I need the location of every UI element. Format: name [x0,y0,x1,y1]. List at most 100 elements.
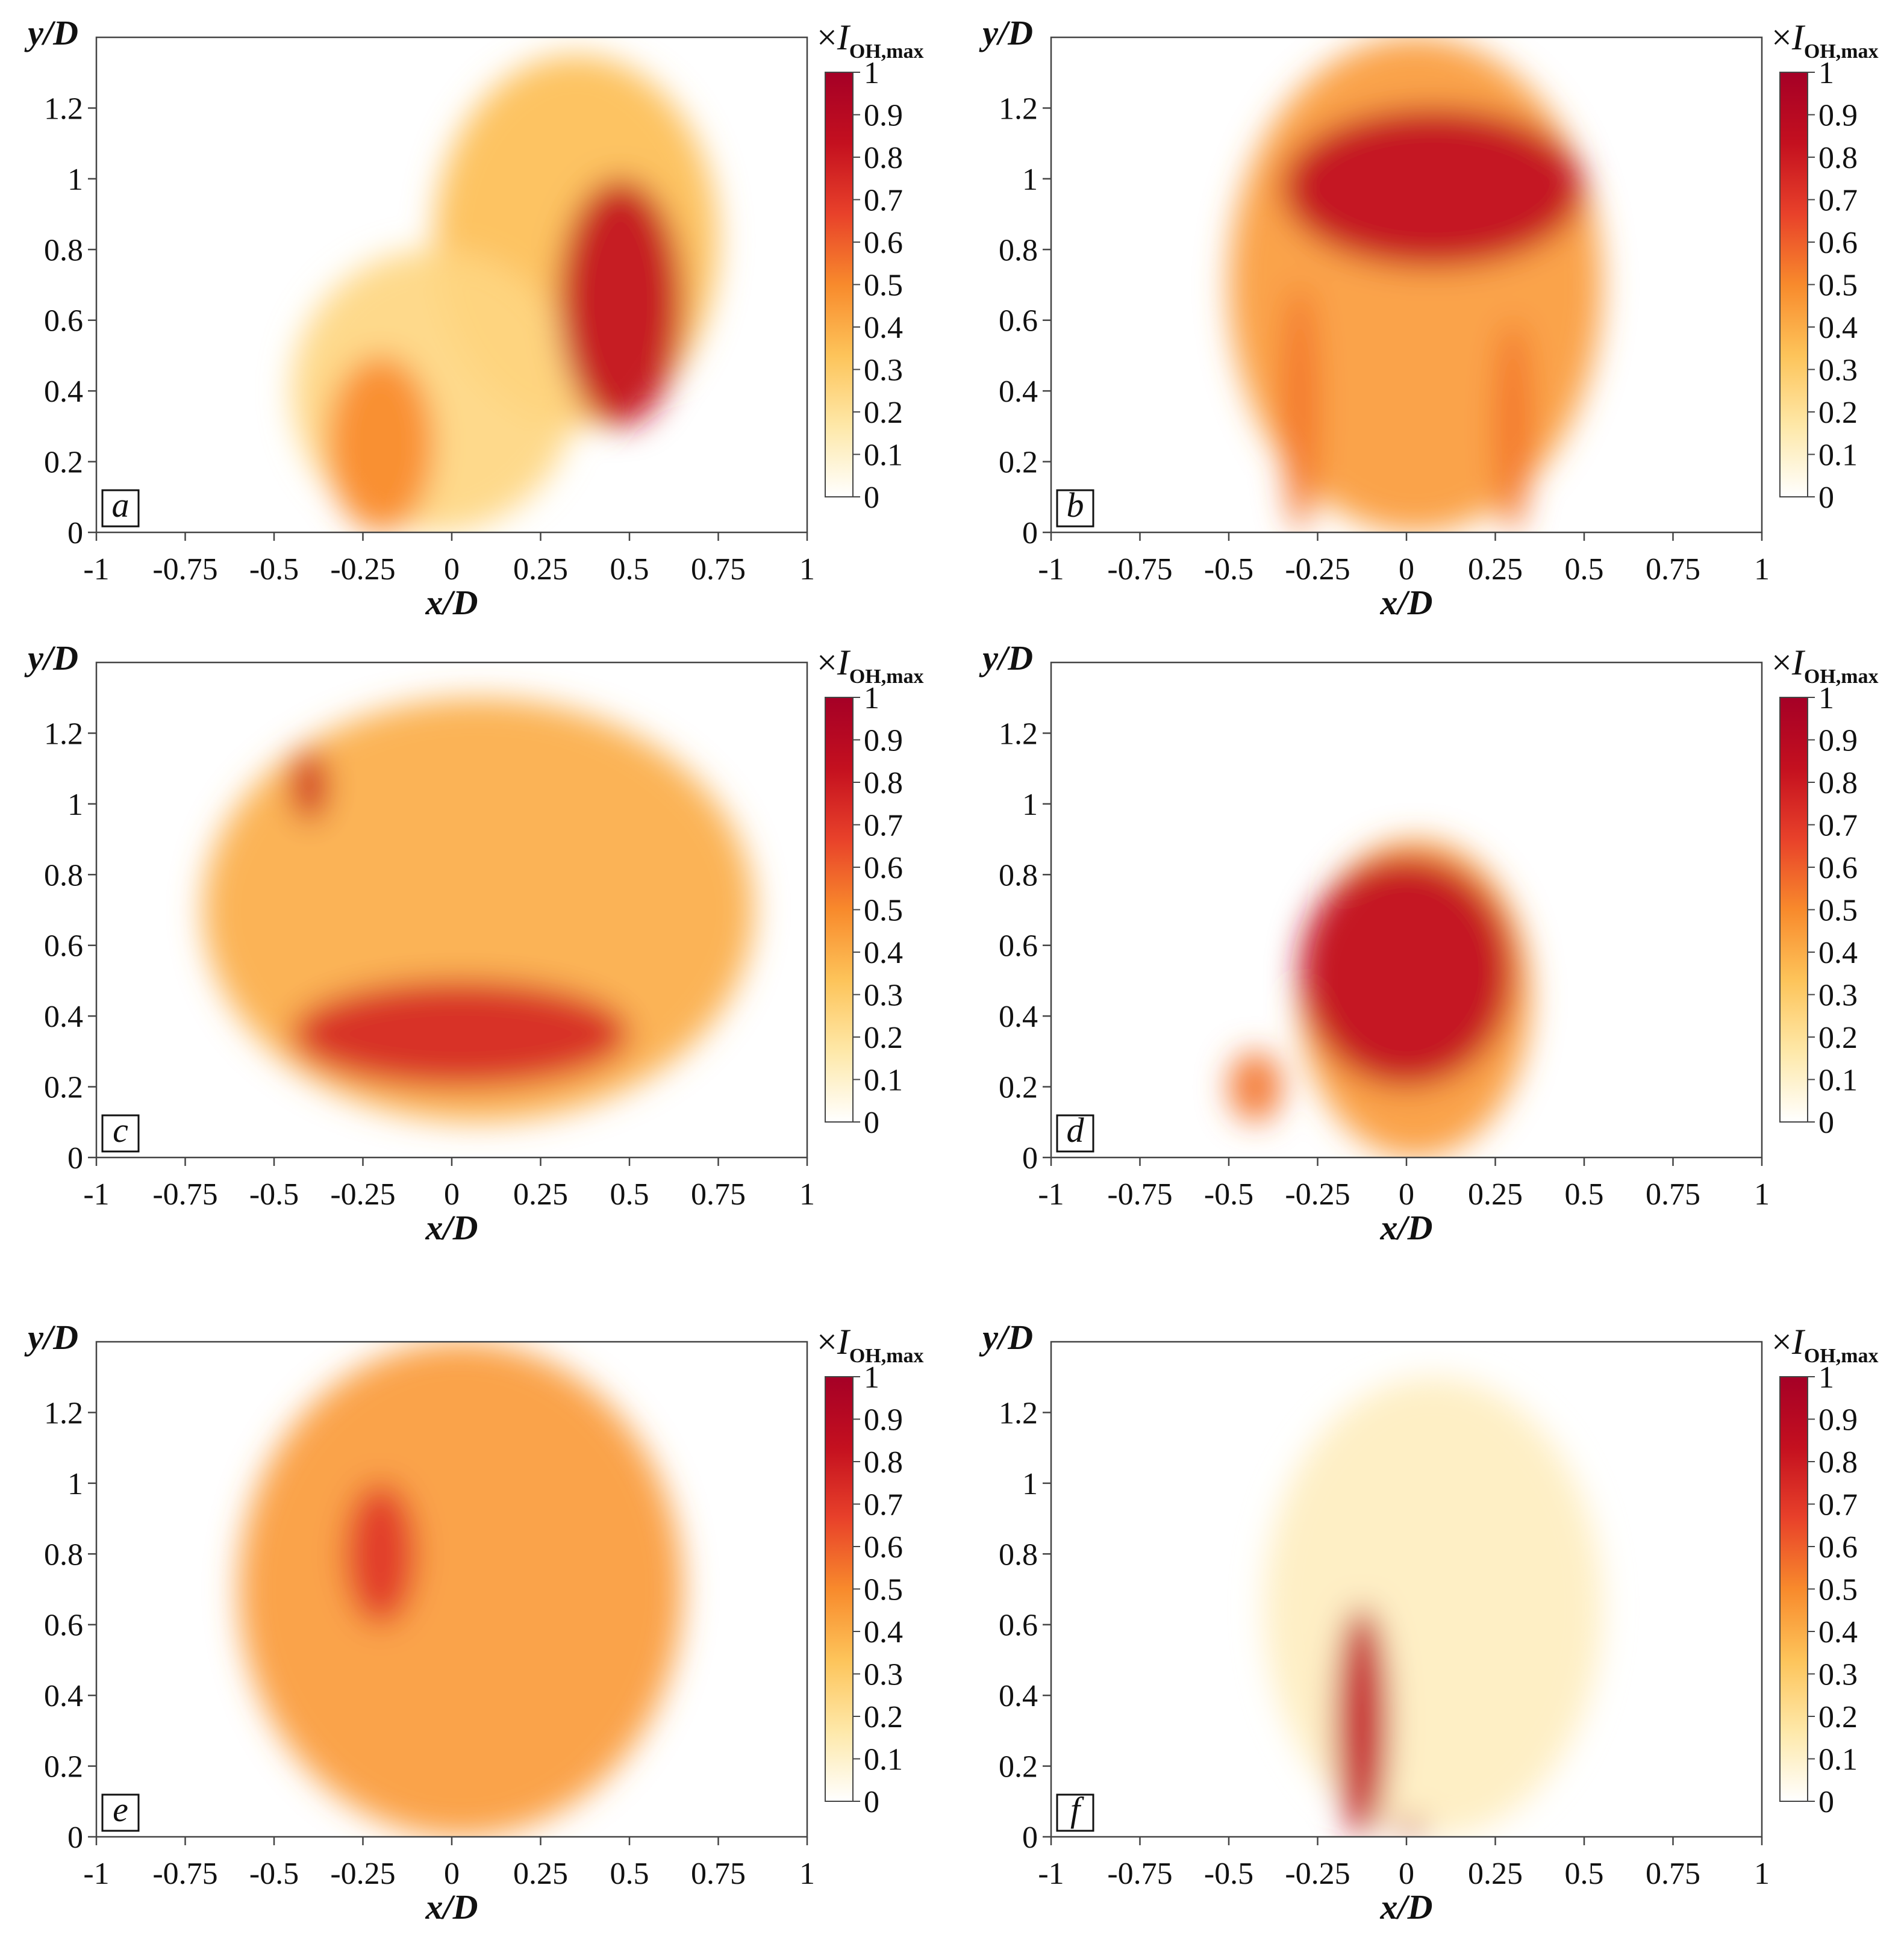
x-axis-label: x/D [425,1208,478,1247]
colorbar-tick-label: 0.9 [1818,99,1858,133]
x-tick-label: 0.5 [610,552,649,587]
x-tick-label: 0.5 [1565,552,1604,587]
x-tick-label: 0.25 [513,552,568,587]
panel-letter-box [101,1114,140,1153]
colorbar [825,697,854,1123]
x-tick-label: -1 [83,552,109,587]
x-tick-label: -0.25 [330,552,395,587]
x-tick-label: 1 [1754,1857,1770,1891]
intensity-region [1495,320,1531,532]
intensity-region [1282,108,1584,267]
colorbar-tick-label: 0.7 [864,1488,903,1522]
x-tick-label: -0.5 [249,552,299,587]
intensity-region [292,750,328,822]
x-tick-label: -0.5 [1204,1177,1253,1212]
x-tick-label: 0.25 [1468,1857,1523,1891]
intensity-region [1282,285,1318,532]
x-tick-label: -0.75 [1107,1177,1172,1212]
colorbar-title: ×IOH,max [1771,643,1879,688]
colorbar-tick-label: 0.5 [864,269,903,303]
y-tick-label: 0.2 [999,1071,1038,1105]
y-tick-label: 0 [67,1141,83,1176]
colorbar-tick-label: 0.6 [864,851,903,885]
y-axis-label: y/D [24,1318,78,1357]
x-tick-label: -0.75 [152,1177,217,1212]
y-tick-label: 1.2 [999,1396,1038,1430]
colorbar-tick-label: 0.5 [864,894,903,928]
colorbar-title: ×IOH,max [817,1322,924,1367]
panel-letter: c [113,1111,128,1150]
intensity-region [1335,1607,1389,1837]
colorbar-tick-label: 0.7 [864,184,903,218]
colorbar-tick-label: 1 [864,1360,879,1395]
colorbar-tick-label: 0.6 [1818,226,1858,260]
y-tick-label: 1 [1022,1467,1038,1501]
y-tick-label: 0.6 [44,304,83,338]
colorbar-tick-label: 0.2 [1818,396,1858,430]
colorbar-tick-label: 0.5 [1818,269,1858,303]
colorbar-tick-label: 1 [864,56,879,90]
x-tick-label: 0.75 [691,552,746,587]
colorbar-tick-label: 0.1 [1818,1064,1858,1098]
colorbar-tick-label: 0 [1818,481,1834,515]
x-tick-label: -0.5 [249,1177,299,1212]
colorbar-tick-label: 0 [1818,1106,1834,1140]
colorbar-tick-label: 0.1 [864,1064,903,1098]
panel-letter-box [1056,1114,1094,1153]
colorbar-tick-label: 0.2 [864,396,903,430]
colorbar-tick-label: 1 [1818,56,1834,90]
y-tick-label: 0.6 [999,929,1038,964]
colorbar-tick-label: 0.5 [864,1573,903,1607]
y-tick-label: 1 [67,163,83,197]
colorbar-tick-label: 0.6 [1818,851,1858,885]
x-tick-label: -1 [1038,1177,1064,1212]
panel-e: -1 -0.75 -0.5 -0.25 0 0.25 0.5 0.75 1 0 0.2 0.4 0.6 0… [24,1318,923,1927]
y-tick-label: 1.2 [999,717,1038,751]
x-tick-label: -0.25 [1285,1177,1350,1212]
x-axis-label: x/D [1380,583,1433,622]
colorbar-tick-label: 0.8 [1818,141,1858,175]
colorbar-tick-label: 0 [864,1785,879,1819]
colorbar-tick-label: 0.3 [864,354,903,388]
colorbar-tick-label: 0.2 [1818,1700,1858,1734]
colorbar-tick-label: 0 [864,481,879,515]
x-axis-label: x/D [1380,1887,1433,1927]
colorbar-tick-label: 0.9 [864,1403,903,1438]
x-tick-label: 0 [1399,552,1414,587]
colorbar-title: ×IOH,max [1771,1322,1879,1367]
x-tick-label: -0.75 [1107,552,1172,587]
x-tick-label: -0.25 [330,1857,395,1891]
x-tick-label: -0.75 [152,1857,217,1891]
x-tick-label: 0.5 [610,1857,649,1891]
colorbar-tick-label: 0.2 [864,1021,903,1055]
colorbar-tick-label: 0 [1818,1785,1834,1819]
intensity-region [1396,1819,1425,1837]
colorbar-tick-label: 1 [1818,1360,1834,1395]
x-tick-label: -1 [83,1177,109,1212]
colorbar-tick-label: 0.7 [1818,184,1858,218]
colorbar-tick-label: 1 [1818,681,1834,715]
x-tick-label: -0.5 [1204,1857,1253,1891]
panel-d: -1 -0.75 -0.5 -0.25 0 0.25 0.5 0.75 1 0 0.2 0.4 0.6 0… [979,638,1878,1247]
colorbar-tick-label: 0.6 [1818,1530,1858,1565]
y-tick-label: 0.4 [999,1000,1038,1034]
intensity-region [239,1342,683,1837]
intensity-region [327,355,434,532]
colorbar [1779,697,1808,1123]
y-tick-label: 0.4 [44,1000,83,1034]
colorbar-tick-label: 0.3 [1818,1658,1858,1692]
x-tick-label: 0 [444,1177,460,1212]
panel-letter-box [101,489,140,528]
colorbar-tick-label: 0.2 [864,1700,903,1734]
x-tick-label: 0.5 [610,1177,649,1212]
colorbar-tick-label: 0.4 [1818,1615,1858,1650]
panel-letter-box [101,1793,140,1832]
colorbar-tick-label: 0.9 [864,724,903,758]
y-tick-label: 0.4 [999,375,1038,409]
colorbar-tick-label: 0.9 [1818,724,1858,758]
colorbar-tick-label: 0.5 [1818,1573,1858,1607]
colorbar-tick-label: 0.4 [1818,311,1858,345]
y-tick-label: 0 [67,1821,83,1855]
